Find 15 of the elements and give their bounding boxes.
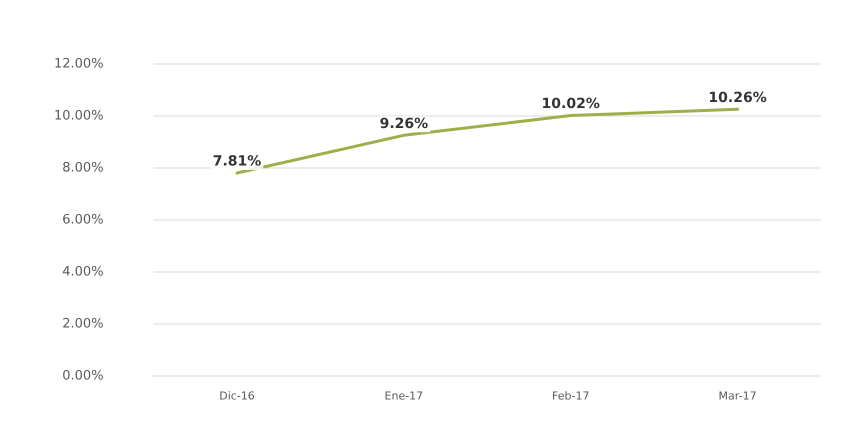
y-tick-label: 8.00% (62, 160, 104, 176)
x-tick-label: Dic-16 (219, 390, 255, 403)
x-tick-label: Mar-17 (718, 390, 757, 403)
y-tick-label: 12.00% (54, 56, 104, 72)
x-tick-label: Ene-17 (384, 390, 424, 403)
data-label: 10.26% (708, 90, 767, 106)
y-tick-label: 2.00% (62, 316, 104, 332)
y-tick-label: 10.00% (54, 108, 104, 124)
data-label: 10.02% (542, 96, 600, 112)
data-label: 9.26% (380, 116, 428, 132)
y-tick-label: 6.00% (62, 212, 104, 228)
y-tick-label: 4.00% (62, 264, 104, 280)
x-tick-label: Feb-17 (552, 390, 590, 403)
y-tick-label: 0.00% (62, 368, 104, 384)
data-label: 7.81% (212, 154, 262, 170)
